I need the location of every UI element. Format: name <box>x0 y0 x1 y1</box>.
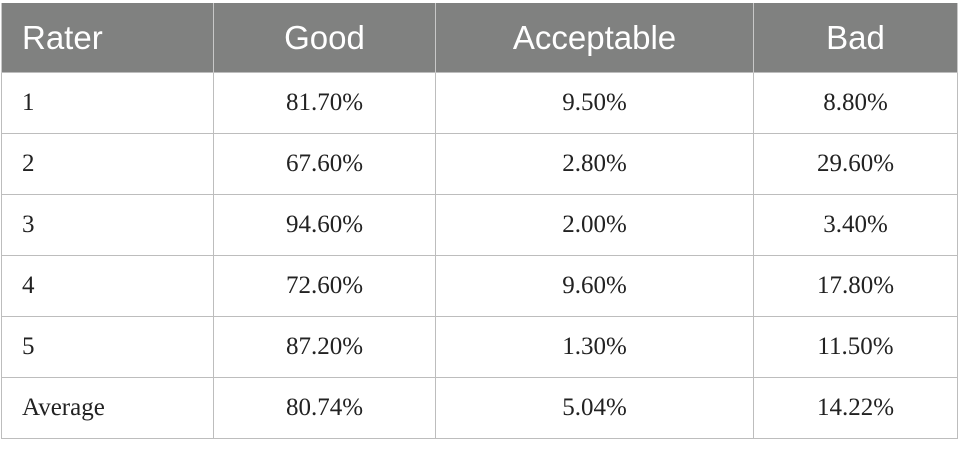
table-row: 5 87.20% 1.30% 11.50% <box>1 316 958 378</box>
bad-cell: 8.80% <box>753 72 958 134</box>
table-row: 3 94.60% 2.00% 3.40% <box>1 194 958 256</box>
acceptable-cell: 5.04% <box>435 377 754 439</box>
good-cell: 87.20% <box>213 316 436 378</box>
rater-cell: 4 <box>1 255 214 317</box>
good-cell: 80.74% <box>213 377 436 439</box>
acceptable-cell: 9.60% <box>435 255 754 317</box>
bad-cell: 11.50% <box>753 316 958 378</box>
rater-cell: Average <box>1 377 214 439</box>
header-good: Good <box>213 3 436 73</box>
bad-cell: 3.40% <box>753 194 958 256</box>
bad-cell: 14.22% <box>753 377 958 439</box>
rater-table-container: Rater Good Acceptable Bad 1 81.70% 9.50%… <box>1 3 958 439</box>
good-cell: 72.60% <box>213 255 436 317</box>
rater-table: Rater Good Acceptable Bad 1 81.70% 9.50%… <box>1 3 958 439</box>
header-row: Rater Good Acceptable Bad <box>1 3 958 73</box>
acceptable-cell: 9.50% <box>435 72 754 134</box>
table-row: 1 81.70% 9.50% 8.80% <box>1 72 958 134</box>
header-rater: Rater <box>1 3 214 73</box>
acceptable-cell: 2.00% <box>435 194 754 256</box>
bad-cell: 17.80% <box>753 255 958 317</box>
good-cell: 67.60% <box>213 133 436 195</box>
acceptable-cell: 1.30% <box>435 316 754 378</box>
rater-cell: 1 <box>1 72 214 134</box>
table-row-average: Average 80.74% 5.04% 14.22% <box>1 377 958 439</box>
rater-cell: 5 <box>1 316 214 378</box>
good-cell: 81.70% <box>213 72 436 134</box>
table-row: 2 67.60% 2.80% 29.60% <box>1 133 958 195</box>
table-row: 4 72.60% 9.60% 17.80% <box>1 255 958 317</box>
rater-cell: 2 <box>1 133 214 195</box>
acceptable-cell: 2.80% <box>435 133 754 195</box>
bad-cell: 29.60% <box>753 133 958 195</box>
header-bad: Bad <box>753 3 958 73</box>
rater-cell: 3 <box>1 194 214 256</box>
header-acceptable: Acceptable <box>435 3 754 73</box>
good-cell: 94.60% <box>213 194 436 256</box>
